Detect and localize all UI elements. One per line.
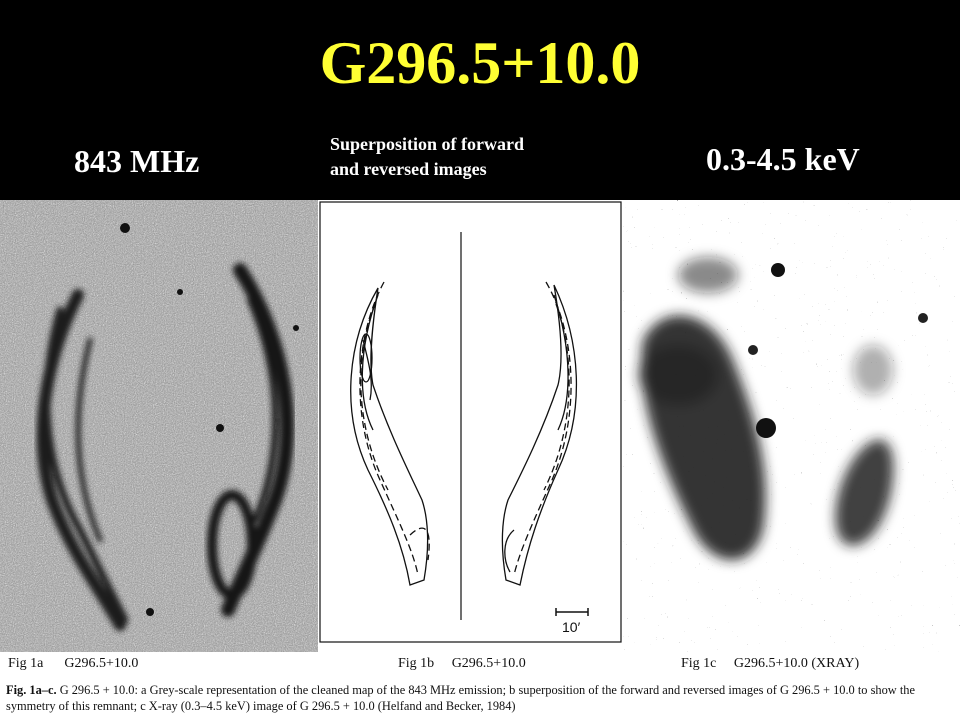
superposition-diagram-panel: 10′ xyxy=(318,200,623,652)
radio-frequency-label: 843 MHz xyxy=(74,143,200,179)
superposition-diagram: 10′ xyxy=(318,200,623,652)
radio-image-panel xyxy=(0,200,318,652)
caption-prefix: Fig. 1a–c. xyxy=(6,683,57,697)
xray-image-panel xyxy=(623,200,960,652)
xray-image xyxy=(623,200,960,652)
fig1a-name: G296.5+10.0 xyxy=(64,656,139,671)
superposition-label: Superposition of forward and reversed im… xyxy=(330,132,630,182)
caption-area xyxy=(0,652,960,720)
radio-image xyxy=(0,200,318,652)
xray-energy-label: 0.3-4.5 keV xyxy=(706,141,860,177)
scale-bar: 10′ xyxy=(555,608,589,635)
caption-text: G 296.5 + 10.0: a Grey-scale representat… xyxy=(6,683,915,713)
fig1b-label: Fig 1b G296.5+10.0 xyxy=(398,656,526,672)
fig1a-label: Fig 1a G296.5+10.0 xyxy=(8,656,138,672)
superposition-label-line1: Superposition of forward xyxy=(330,134,525,154)
page-title: G296.5+10.0 xyxy=(319,30,641,96)
fig1b-number: Fig 1b xyxy=(398,656,435,671)
superposition-label-line2: and reversed images xyxy=(330,159,487,179)
fig1c-number: Fig 1c xyxy=(681,656,717,671)
scale-bar-label: 10′ xyxy=(562,619,581,635)
fig1c-label: Fig 1c G296.5+10.0 (XRAY) xyxy=(681,656,859,672)
fig1b-name: G296.5+10.0 xyxy=(451,656,526,671)
fig1a-number: Fig 1a xyxy=(8,656,44,671)
figure-caption: Fig. 1a–c. G 296.5 + 10.0: a Grey-scale … xyxy=(6,682,954,714)
fig1c-name: G296.5+10.0 (XRAY) xyxy=(733,656,860,671)
